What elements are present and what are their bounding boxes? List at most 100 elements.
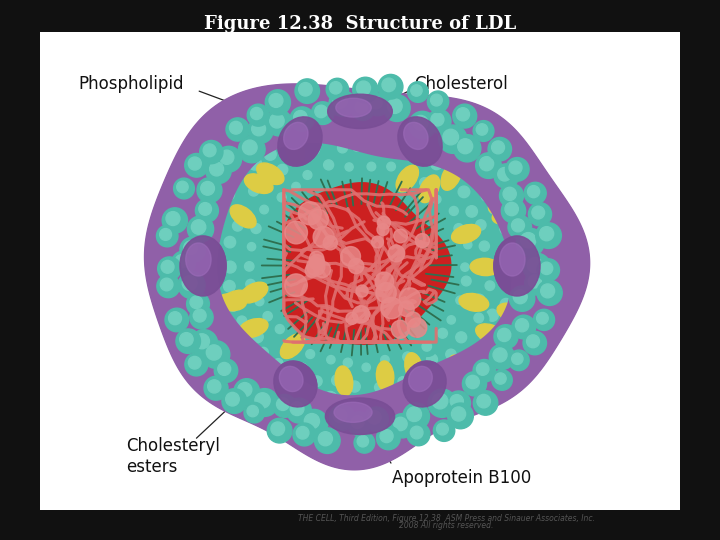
Circle shape <box>210 162 224 176</box>
Circle shape <box>238 382 252 397</box>
Circle shape <box>503 187 516 200</box>
Ellipse shape <box>217 293 246 310</box>
Circle shape <box>337 113 358 135</box>
Circle shape <box>351 415 364 429</box>
Circle shape <box>251 389 279 416</box>
Circle shape <box>458 186 469 198</box>
Circle shape <box>501 199 526 223</box>
Circle shape <box>248 328 270 349</box>
Circle shape <box>296 363 307 375</box>
Circle shape <box>338 397 351 409</box>
Circle shape <box>516 228 544 256</box>
Circle shape <box>157 275 180 298</box>
Circle shape <box>541 284 554 298</box>
Circle shape <box>156 225 178 247</box>
Circle shape <box>501 199 526 223</box>
Circle shape <box>431 113 444 126</box>
Circle shape <box>407 363 418 375</box>
Circle shape <box>248 186 258 196</box>
Circle shape <box>218 184 242 208</box>
Circle shape <box>315 105 328 118</box>
Circle shape <box>343 358 352 367</box>
Circle shape <box>477 394 490 408</box>
Circle shape <box>454 224 464 233</box>
Circle shape <box>343 161 358 176</box>
Circle shape <box>348 259 364 274</box>
Circle shape <box>511 219 524 232</box>
Circle shape <box>271 422 284 436</box>
Ellipse shape <box>449 355 472 381</box>
Circle shape <box>285 340 303 359</box>
Circle shape <box>364 407 388 431</box>
Circle shape <box>234 379 259 404</box>
Circle shape <box>505 202 518 215</box>
Circle shape <box>246 279 256 289</box>
Circle shape <box>380 430 393 443</box>
Circle shape <box>476 220 486 230</box>
Text: Phospholipid: Phospholipid <box>78 75 184 93</box>
Circle shape <box>162 208 187 233</box>
Circle shape <box>285 274 307 296</box>
Circle shape <box>251 353 271 374</box>
Circle shape <box>473 360 495 382</box>
Circle shape <box>431 94 442 106</box>
Circle shape <box>357 436 369 447</box>
Ellipse shape <box>404 123 428 150</box>
Circle shape <box>220 278 241 299</box>
Circle shape <box>401 171 410 179</box>
Circle shape <box>220 150 234 164</box>
Circle shape <box>161 278 173 291</box>
Circle shape <box>492 141 505 154</box>
Circle shape <box>218 330 243 354</box>
Circle shape <box>501 239 524 262</box>
Circle shape <box>422 377 434 389</box>
Circle shape <box>391 320 410 338</box>
Circle shape <box>442 173 461 192</box>
Circle shape <box>244 402 264 423</box>
Circle shape <box>370 137 381 148</box>
Circle shape <box>207 214 230 237</box>
Circle shape <box>341 247 361 266</box>
Circle shape <box>433 195 441 204</box>
Circle shape <box>364 407 388 431</box>
FancyBboxPatch shape <box>40 32 680 510</box>
Circle shape <box>274 161 294 181</box>
Circle shape <box>305 414 320 429</box>
Circle shape <box>351 97 374 120</box>
Ellipse shape <box>334 402 372 422</box>
Circle shape <box>276 398 289 410</box>
Ellipse shape <box>284 123 308 150</box>
Circle shape <box>251 331 264 343</box>
Circle shape <box>355 101 367 113</box>
Circle shape <box>287 379 300 392</box>
Circle shape <box>359 122 372 134</box>
Circle shape <box>345 163 354 171</box>
Circle shape <box>480 157 494 171</box>
Circle shape <box>432 393 448 409</box>
Circle shape <box>269 370 279 382</box>
Circle shape <box>243 140 257 155</box>
Circle shape <box>450 395 464 408</box>
Circle shape <box>267 418 292 443</box>
Ellipse shape <box>279 366 303 391</box>
Circle shape <box>438 125 467 153</box>
Circle shape <box>192 220 206 234</box>
Circle shape <box>301 168 317 184</box>
Circle shape <box>463 202 484 224</box>
Circle shape <box>521 233 536 248</box>
Circle shape <box>505 202 518 215</box>
Circle shape <box>190 329 217 357</box>
Circle shape <box>455 154 478 177</box>
Circle shape <box>387 162 395 171</box>
Circle shape <box>314 261 330 278</box>
Circle shape <box>443 129 459 145</box>
Circle shape <box>459 274 477 291</box>
Circle shape <box>308 210 328 230</box>
Circle shape <box>537 280 562 306</box>
Circle shape <box>383 120 394 131</box>
Circle shape <box>215 359 238 382</box>
Circle shape <box>482 260 500 278</box>
Ellipse shape <box>321 111 339 140</box>
Circle shape <box>335 140 353 158</box>
Circle shape <box>492 370 512 390</box>
